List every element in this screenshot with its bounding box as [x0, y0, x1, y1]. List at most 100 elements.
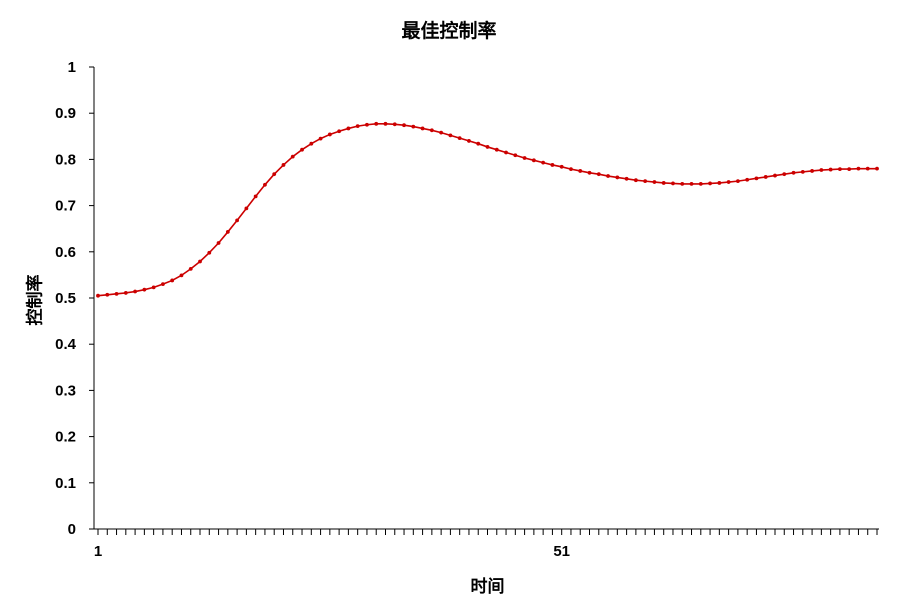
data-point [263, 182, 267, 187]
data-point [235, 218, 240, 223]
y-tick-label: 0.2 [55, 429, 76, 446]
data-point [624, 176, 629, 181]
data-point [726, 180, 731, 184]
y-tick-label: 0.8 [55, 151, 76, 168]
data-point [225, 230, 230, 234]
data-point [531, 158, 536, 163]
data-point [161, 282, 165, 287]
data-point [392, 122, 397, 127]
data-point [569, 167, 573, 172]
data-point [745, 177, 750, 182]
data-point [327, 132, 332, 137]
data-point [448, 133, 453, 138]
data-point [207, 250, 212, 255]
data-point [123, 291, 128, 295]
data-point [290, 154, 295, 159]
data-point [402, 123, 406, 128]
data-point [875, 166, 879, 171]
data-point [847, 167, 852, 172]
x-axis: 1 51 [94, 528, 879, 560]
data-point [782, 172, 787, 177]
data-point [300, 147, 304, 152]
data-point [606, 174, 610, 178]
data-point [643, 179, 648, 184]
data-point [856, 166, 861, 171]
data-point [773, 173, 777, 178]
x-axis-label: 时间 [470, 577, 505, 597]
data-point [244, 206, 249, 211]
data-point [661, 181, 666, 185]
data-point [652, 180, 657, 184]
data-point [763, 175, 768, 179]
y-tick-label: 0.7 [55, 198, 76, 215]
y-tick-label: 0.9 [55, 105, 76, 122]
data-point [188, 266, 193, 271]
data-point [476, 141, 481, 146]
data-point [615, 175, 620, 180]
data-point [522, 156, 527, 160]
data-point [754, 176, 759, 181]
data-point [272, 172, 277, 177]
data-point [142, 287, 147, 292]
x-tick-label: 51 [553, 543, 570, 560]
data-point [680, 181, 685, 186]
data-point [689, 181, 694, 186]
data-point [671, 181, 675, 186]
data-point [318, 136, 323, 141]
y-tick-label: 0.4 [55, 336, 77, 353]
y-tick-label: 0.6 [55, 244, 76, 261]
data-point [411, 124, 416, 129]
y-tick-label: 1 [68, 59, 76, 76]
data-point [151, 285, 156, 290]
data-point [429, 128, 434, 133]
data-point [374, 121, 379, 126]
x-tick-label: 1 [94, 543, 102, 560]
data-point [309, 141, 314, 146]
data-point [485, 145, 490, 149]
series-line [97, 123, 877, 297]
data-point [791, 170, 796, 175]
data-point [810, 169, 814, 173]
y-tick-label: 0.3 [55, 382, 76, 399]
data-point [578, 169, 583, 173]
data-point [587, 170, 592, 175]
data-point [467, 139, 471, 143]
data-point [105, 292, 110, 297]
data-point [708, 181, 712, 186]
data-point [420, 126, 425, 131]
y-tick-label: 0.5 [55, 290, 76, 307]
data-point [337, 129, 342, 134]
data-point [596, 172, 601, 177]
y-axis: 0 0.1 0.2 0.3 0.4 0.5 0.6 0.7 0.8 0.9 1 [55, 59, 95, 538]
y-tick-label: 0 [68, 521, 76, 538]
data-point [494, 147, 499, 152]
data-point [253, 194, 258, 199]
data-point [717, 181, 722, 185]
data-point [550, 163, 555, 167]
data-point [698, 181, 703, 186]
data-point [800, 169, 805, 174]
y-tick-label: 0.1 [55, 475, 76, 492]
data-point [355, 124, 360, 129]
data-point [457, 136, 462, 141]
data-point [504, 150, 508, 155]
data-point [198, 259, 202, 264]
data-point [439, 130, 444, 135]
data-point [828, 167, 833, 172]
data-point [838, 167, 842, 172]
data-point [346, 126, 351, 131]
data-point [170, 278, 175, 283]
data-point [365, 122, 369, 127]
data-point [179, 273, 184, 278]
series-layer [96, 121, 879, 298]
data-point [819, 168, 824, 172]
data-point [541, 160, 546, 165]
data-point [133, 289, 137, 294]
data-point [735, 179, 740, 184]
data-point [559, 164, 564, 169]
data-point [633, 178, 638, 183]
chart-title: 最佳控制率 [401, 20, 497, 42]
data-point [216, 241, 221, 245]
data-point [96, 293, 100, 298]
